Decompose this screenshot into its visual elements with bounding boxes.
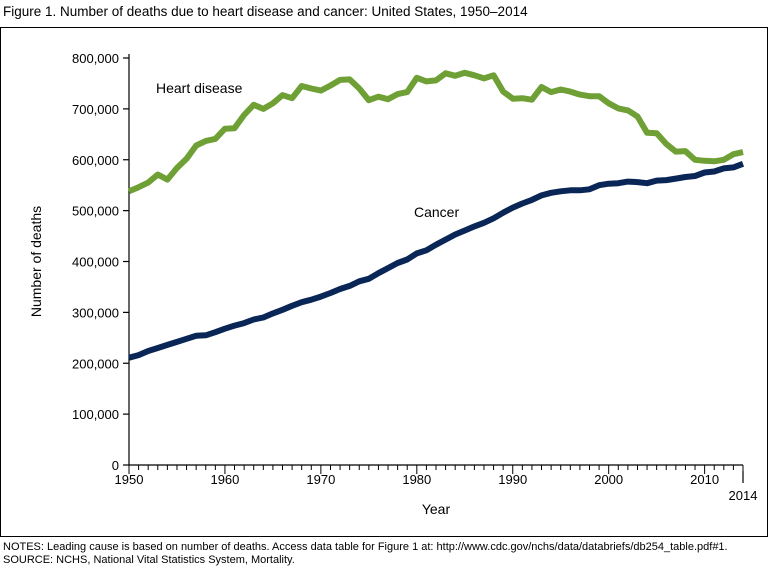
cancer-line [128,160,745,361]
y-tick-label: 200,000 [72,356,119,371]
series-layer [127,69,745,361]
y-tick-label: 300,000 [72,305,119,320]
x-tick-label: 1980 [402,472,431,487]
figure-title: Figure 1. Number of deaths due to heart … [3,4,528,19]
y-tick-label: 600,000 [72,153,119,168]
cancer-series-label: Cancer [414,204,459,220]
y-tick-label: 400,000 [72,255,119,270]
x-tick-label: 1950 [115,472,144,487]
y-tick-label: 100,000 [72,407,119,422]
heart-disease-line [127,69,744,195]
x-tick-label: 1970 [306,472,335,487]
x-axis-label: Year [422,501,451,517]
line-chart: 0 100,000 200,000 300,000 400,000 500,000 600,… [28,51,757,517]
source-line: SOURCE: NCHS, National Vital Statistics … [3,554,295,566]
chart-frame: 0 100,000 200,000 300,000 400,000 500,000 600,… [0,27,768,537]
x-tick-label: 1960 [210,472,239,487]
y-tick-label: 500,000 [72,204,119,219]
heart-disease-series-label: Heart disease [156,80,243,96]
y-tick-label: 800,000 [72,51,119,66]
notes-line: NOTES: Leading cause is based on number … [3,541,728,553]
x-tick-label: 2014 [729,488,758,503]
y-tick-label: 700,000 [72,102,119,117]
y-axis-label: Number of deaths [28,206,44,317]
y-tick-label: 0 [112,458,119,473]
x-tick-label: 1990 [498,472,527,487]
labels: Number of deaths Year Heart disease Canc… [28,80,459,517]
x-tick-label: 2010 [690,472,719,487]
notes: NOTES: Leading cause is based on number … [3,541,728,567]
axes: 0 100,000 200,000 300,000 400,000 500,000 600,… [72,51,757,503]
x-tick-label: 2000 [594,472,623,487]
